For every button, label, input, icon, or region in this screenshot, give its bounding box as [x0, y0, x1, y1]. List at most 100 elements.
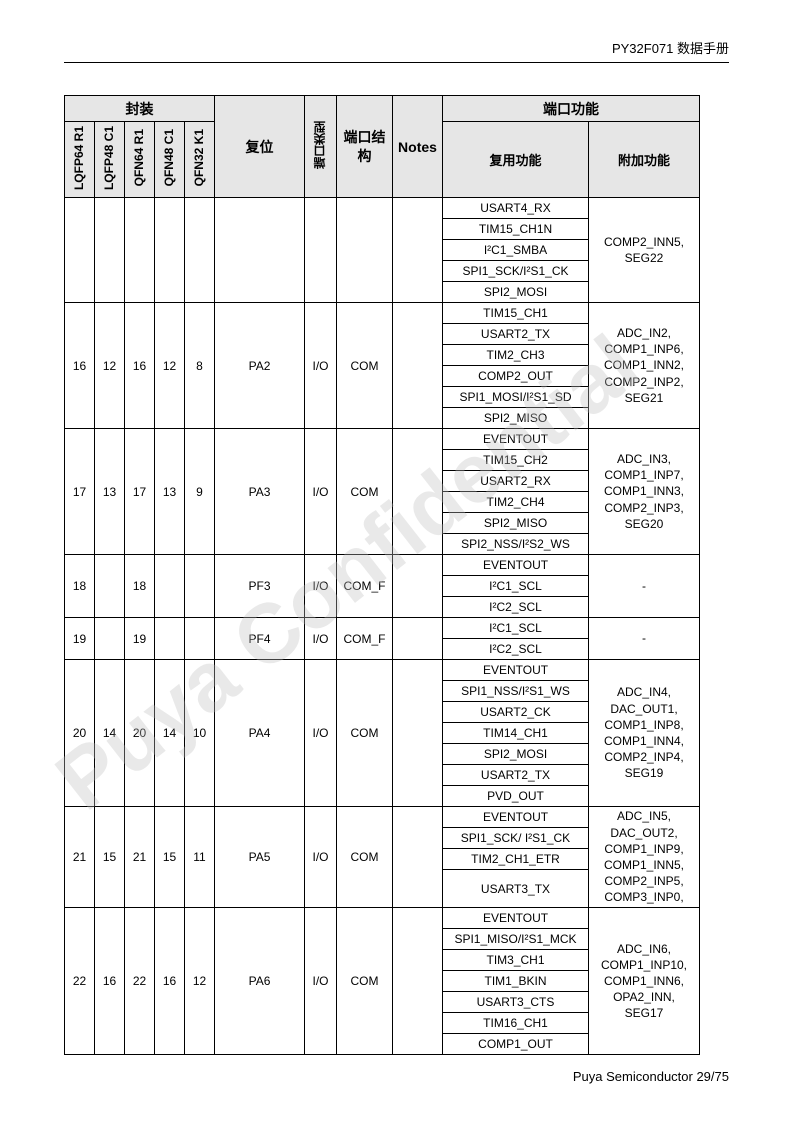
struct-cell: COM_F: [337, 555, 393, 618]
alt-func: TIM3_CH1: [443, 950, 589, 971]
pkg-cell: [95, 198, 125, 303]
table-row: 1818PF3I/OCOM_FEVENTOUT-: [65, 555, 700, 576]
th-notes: Notes: [393, 96, 443, 198]
pkg-cell: [125, 198, 155, 303]
addl-func: -: [589, 555, 700, 618]
alt-func: COMP2_OUT: [443, 366, 589, 387]
pkg-cell: 21: [125, 807, 155, 908]
alt-func: EVENTOUT: [443, 555, 589, 576]
pkg-cell: [185, 198, 215, 303]
alt-func: EVENTOUT: [443, 807, 589, 828]
addl-func: COMP2_INN5,SEG22: [589, 198, 700, 303]
alt-func: TIM15_CH1: [443, 303, 589, 324]
reset-cell: PF3: [215, 555, 305, 618]
pkg-cell: 22: [65, 908, 95, 1055]
struct-cell: COM: [337, 807, 393, 908]
alt-func: SPI1_MISO/I²S1_MCK: [443, 929, 589, 950]
pkg-cell: 11: [185, 807, 215, 908]
alt-func: COMP1_OUT: [443, 1034, 589, 1055]
th-struct: 端口结构: [337, 96, 393, 198]
pkg-cell: 18: [125, 555, 155, 618]
pkg-cell: 17: [125, 429, 155, 555]
th-package-group: 封装: [65, 96, 215, 122]
table-body: USART4_RXCOMP2_INN5,SEG22TIM15_CH1NI²C1_…: [65, 198, 700, 1055]
pkg-cell: 12: [155, 303, 185, 429]
reset-cell: PA4: [215, 660, 305, 807]
th-addl: 附加功能: [589, 122, 700, 198]
pkg-cell: 8: [185, 303, 215, 429]
type-cell: I/O: [305, 807, 337, 908]
reset-cell: PA5: [215, 807, 305, 908]
pkg-cell: 16: [155, 908, 185, 1055]
reset-cell: PA2: [215, 303, 305, 429]
carry-cell: [215, 198, 305, 303]
pkg-cell: 12: [95, 303, 125, 429]
reset-cell: PF4: [215, 618, 305, 660]
pkg-cell: 19: [125, 618, 155, 660]
th-pkg-1: LQFP48 C1: [95, 122, 125, 198]
pkg-cell: 20: [65, 660, 95, 807]
pkg-cell: 16: [95, 908, 125, 1055]
th-pkg-4: QFN32 K1: [185, 122, 215, 198]
addl-func: ADC_IN2,COMP1_INP6,COMP1_INN2,COMP2_INP2…: [589, 303, 700, 429]
pkg-cell: [155, 198, 185, 303]
type-cell: I/O: [305, 660, 337, 807]
table-head: 封装 复位 端口类型 端口结构 Notes 端口功能 LQFP64 R1 LQF…: [65, 96, 700, 198]
pkg-cell: 16: [65, 303, 95, 429]
pkg-cell: 15: [95, 807, 125, 908]
alt-func: TIM15_CH1N: [443, 219, 589, 240]
alt-func: TIM15_CH2: [443, 450, 589, 471]
pkg-cell: 15: [155, 807, 185, 908]
pkg-cell: 12: [185, 908, 215, 1055]
pkg-cell: [95, 618, 125, 660]
struct-cell: COM: [337, 429, 393, 555]
table-row: 171317139PA3I/OCOMEVENTOUTADC_IN3,COMP1_…: [65, 429, 700, 450]
type-cell: I/O: [305, 555, 337, 618]
alt-func: TIM1_BKIN: [443, 971, 589, 992]
type-cell: I/O: [305, 429, 337, 555]
addl-func: ADC_IN6,COMP1_INP10,COMP1_INN6,OPA2_INN,…: [589, 908, 700, 1055]
struct-cell: COM: [337, 303, 393, 429]
alt-func: SPI2_MISO: [443, 408, 589, 429]
pkg-cell: 18: [65, 555, 95, 618]
th-type: 端口类型: [305, 96, 337, 198]
struct-cell: COM: [337, 660, 393, 807]
pkg-cell: [65, 198, 95, 303]
type-cell: I/O: [305, 618, 337, 660]
type-cell: I/O: [305, 908, 337, 1055]
alt-func: I²C1_SMBA: [443, 240, 589, 261]
alt-func: USART3_TX: [443, 870, 589, 908]
alt-func: TIM2_CH1_ETR: [443, 849, 589, 870]
addl-func: ADC_IN3,COMP1_INP7,COMP1_INN3,COMP2_INP3…: [589, 429, 700, 555]
type-cell: I/O: [305, 303, 337, 429]
header-rule: [64, 62, 729, 63]
alt-func: USART2_CK: [443, 702, 589, 723]
page-footer: Puya Semiconductor 29/75: [573, 1069, 729, 1084]
pkg-cell: [185, 555, 215, 618]
alt-func: SPI1_SCK/I²S1_CK: [443, 261, 589, 282]
alt-func: PVD_OUT: [443, 786, 589, 807]
table-row: 161216128PA2I/OCOMTIM15_CH1ADC_IN2,COMP1…: [65, 303, 700, 324]
carry-cell: [305, 198, 337, 303]
alt-func: USART2_TX: [443, 765, 589, 786]
alt-func: SPI2_NSS/I²S2_WS: [443, 534, 589, 555]
alt-func: TIM16_CH1: [443, 1013, 589, 1034]
alt-func: I²C1_SCL: [443, 618, 589, 639]
carry-cell: [393, 198, 443, 303]
pkg-cell: 9: [185, 429, 215, 555]
addl-func: ADC_IN5,DAC_OUT2,COMP1_INP9,COMP1_INN5,C…: [589, 807, 700, 908]
notes-cell: [393, 908, 443, 1055]
alt-func: SPI2_MISO: [443, 513, 589, 534]
pkg-cell: 14: [155, 660, 185, 807]
notes-cell: [393, 660, 443, 807]
alt-func: USART2_TX: [443, 324, 589, 345]
th-alt: 复用功能: [443, 122, 589, 198]
alt-func: USART4_RX: [443, 198, 589, 219]
notes-cell: [393, 303, 443, 429]
pkg-cell: 16: [125, 303, 155, 429]
pin-table: 封装 复位 端口类型 端口结构 Notes 端口功能 LQFP64 R1 LQF…: [64, 95, 700, 1055]
table-row: 2216221612PA6I/OCOMEVENTOUTADC_IN6,COMP1…: [65, 908, 700, 929]
addl-func: ADC_IN4,DAC_OUT1,COMP1_INP8,COMP1_INN4,C…: [589, 660, 700, 807]
pkg-cell: 17: [65, 429, 95, 555]
pkg-cell: 21: [65, 807, 95, 908]
